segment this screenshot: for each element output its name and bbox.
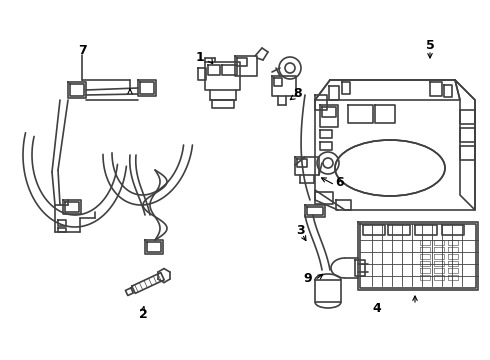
Text: 4: 4: [373, 302, 382, 315]
Text: 5: 5: [426, 39, 434, 51]
Text: 3: 3: [295, 224, 304, 237]
Text: 1: 1: [196, 50, 204, 63]
Text: 7: 7: [77, 44, 86, 57]
Text: 9: 9: [304, 271, 312, 284]
Text: 2: 2: [139, 307, 147, 320]
Text: 8: 8: [294, 86, 302, 99]
Text: 6: 6: [336, 176, 344, 189]
